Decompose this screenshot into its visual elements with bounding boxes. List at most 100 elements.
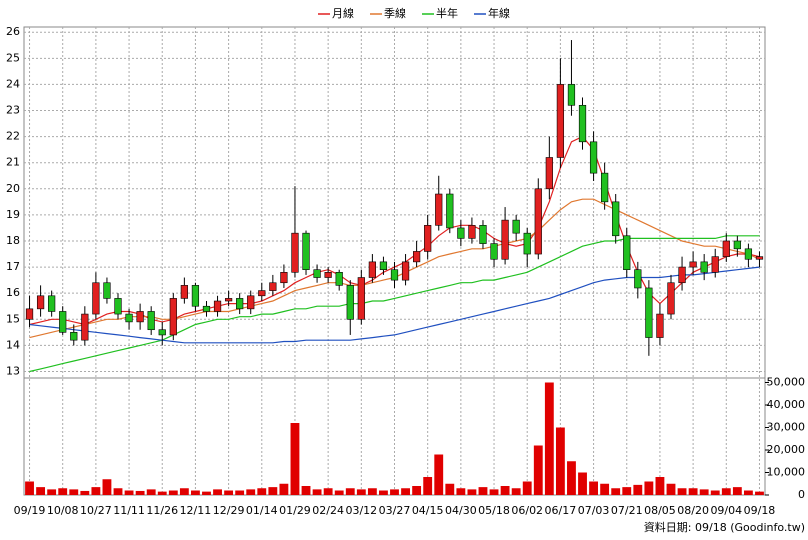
y-tick-label: 14	[6, 338, 20, 351]
y-tick-label: 19	[6, 208, 20, 221]
volume-bar	[113, 488, 123, 495]
candle-body	[81, 313, 89, 341]
y-tick-label: 26	[6, 25, 20, 38]
candle-body	[656, 313, 664, 338]
candle-body	[645, 287, 653, 338]
candle-body	[70, 332, 78, 341]
y-tick-label: 21	[6, 156, 20, 169]
candle-body	[114, 298, 122, 315]
volume-bar	[135, 490, 145, 495]
x-tick-label: 01/14	[246, 504, 278, 517]
volume-bar	[246, 489, 256, 495]
volume-bar	[235, 490, 245, 495]
x-tick-label: 04/15	[412, 504, 444, 517]
volume-bar	[489, 489, 499, 495]
x-tick-label: 11/26	[146, 504, 178, 517]
candle-body	[556, 84, 565, 158]
volume-bar	[179, 488, 189, 495]
volume-bar	[279, 483, 289, 495]
candle-body	[578, 104, 587, 143]
volume-bar	[633, 484, 643, 495]
volume-bar	[478, 487, 488, 495]
y-tick-label: 17	[6, 260, 20, 273]
x-tick-label: 07/21	[611, 504, 643, 517]
volume-bar	[47, 489, 57, 495]
volume-bar	[191, 490, 200, 495]
candle-body	[368, 261, 376, 278]
volume-bar	[102, 479, 112, 495]
candle-body	[401, 261, 410, 281]
volume-bar	[124, 490, 134, 495]
candle-body	[678, 266, 686, 284]
legend-label: 半年	[436, 6, 458, 20]
y2-tick-label: 10,000	[767, 466, 806, 479]
volume-bar	[533, 445, 543, 495]
volume-bar	[721, 488, 731, 495]
candle-body	[236, 298, 244, 310]
candle-body	[335, 272, 343, 286]
volume-bar	[611, 488, 621, 495]
volume-bar	[379, 490, 388, 495]
volume-bar	[600, 483, 610, 495]
candle-body	[346, 285, 354, 320]
volume-bar	[157, 491, 167, 495]
candle-body	[667, 282, 675, 315]
x-tick-label: 09/18	[744, 504, 776, 517]
x-tick-label: 08/05	[644, 504, 676, 517]
volume-bar	[334, 490, 344, 495]
candle-body	[413, 251, 421, 263]
candle-body	[634, 269, 642, 289]
volume-bar	[500, 486, 510, 495]
volume-bar	[644, 481, 654, 495]
candle-body	[92, 282, 100, 315]
x-tick-label: 12/11	[180, 504, 212, 517]
candle-body	[457, 227, 465, 239]
candle-body	[424, 225, 432, 252]
volume-bar	[622, 487, 632, 495]
x-tick-label: 10/08	[47, 504, 79, 517]
candle-body	[158, 329, 166, 336]
x-tick-label: 03/12	[345, 504, 377, 517]
candle-body	[755, 256, 764, 260]
volume-bar	[445, 483, 455, 495]
candle-body	[601, 172, 609, 203]
candle-body	[213, 300, 222, 312]
candle-body	[224, 298, 233, 302]
volume-bar	[146, 489, 156, 495]
candle-body	[490, 243, 498, 260]
volume-bar	[91, 487, 101, 495]
candle-body	[313, 269, 321, 278]
candle-body	[589, 141, 598, 174]
x-tick-label: 06/17	[545, 504, 577, 517]
y2-tick-label: 30,000	[767, 421, 806, 434]
candle-body	[435, 193, 443, 226]
volume-bar	[301, 486, 311, 495]
candle-body	[700, 261, 708, 273]
candle-body	[269, 282, 277, 291]
y-tick-label: 25	[6, 51, 20, 64]
volume-bar	[755, 491, 764, 495]
volume-bar	[58, 488, 68, 495]
volume-bar	[511, 488, 521, 495]
x-tick-label: 03/27	[379, 504, 411, 517]
candle-body	[545, 157, 553, 190]
volume-bar	[412, 486, 422, 495]
candle-body	[390, 269, 399, 281]
volume-bar	[401, 488, 410, 495]
y2-tick-label: 20,000	[767, 443, 806, 456]
candle-body	[59, 311, 67, 333]
volume-bar	[168, 490, 178, 495]
volume-bar	[467, 489, 477, 495]
x-tick-label: 10/27	[80, 504, 112, 517]
candle-body	[136, 311, 144, 323]
x-tick-label: 02/24	[312, 504, 344, 517]
volume-bar	[434, 454, 444, 495]
y-tick-label: 22	[6, 130, 20, 143]
volume-bar	[655, 477, 665, 495]
volume-bar	[356, 489, 366, 495]
candle-body	[280, 272, 288, 284]
candle-body	[258, 290, 266, 297]
candle-body	[191, 285, 200, 307]
candle-body	[501, 219, 509, 260]
candle-body	[534, 188, 542, 255]
